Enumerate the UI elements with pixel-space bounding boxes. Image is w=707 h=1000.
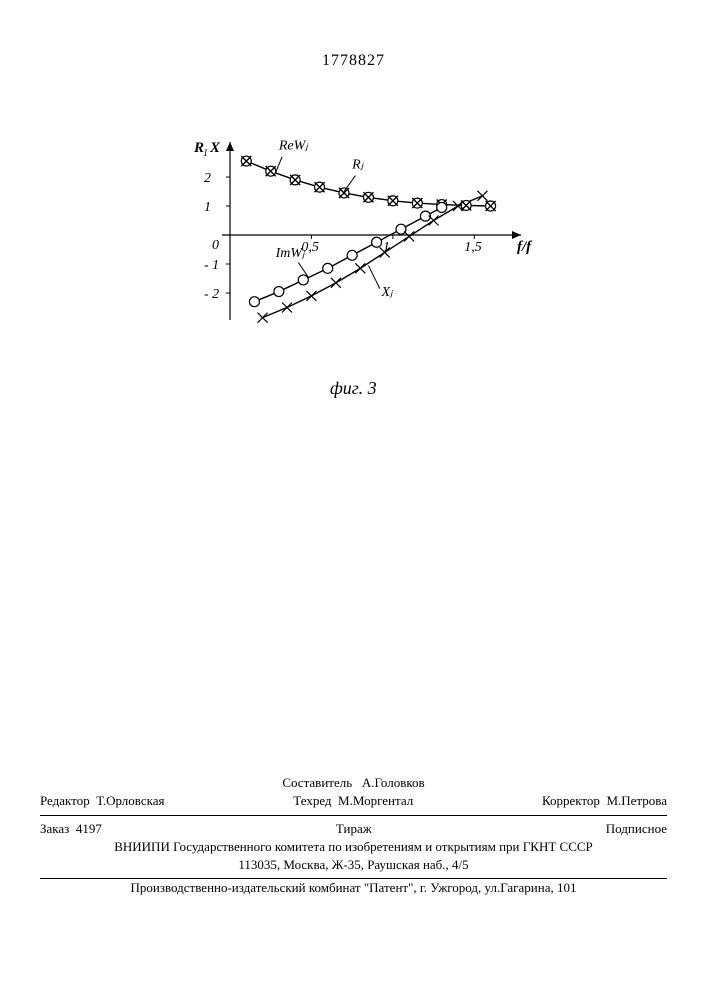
svg-text:- 2: - 2 xyxy=(204,287,219,302)
techred-name: М.Моргентал xyxy=(338,793,413,808)
editor-label: Редактор xyxy=(40,793,90,808)
svg-text:f/f: f/f xyxy=(517,239,533,255)
chart-container: R1Xf/f- 2- 10120,511,5ReWⱼRⱼImWⱼXⱼ xyxy=(175,140,535,380)
svg-text:Xⱼ: Xⱼ xyxy=(380,285,394,300)
subscription-label: Подписное xyxy=(606,821,667,837)
divider-2 xyxy=(40,878,667,879)
corrector-name: М.Петрова xyxy=(606,793,667,808)
figure-caption: фиг. 3 xyxy=(330,378,377,399)
svg-text:0: 0 xyxy=(212,238,219,253)
svg-text:2: 2 xyxy=(204,171,211,186)
techred-label: Техред xyxy=(293,793,331,808)
editor-name: Т.Орловская xyxy=(96,793,164,808)
svg-text:X: X xyxy=(209,140,221,156)
svg-text:1: 1 xyxy=(204,200,211,215)
techred-cell: Техред М.Моргентал xyxy=(293,793,413,809)
order-number: 4197 xyxy=(76,821,102,836)
svg-text:1: 1 xyxy=(203,148,208,159)
compiler-name: А.Головков xyxy=(362,775,425,790)
institution-line-1: ВНИИПИ Государственного комитета по изоб… xyxy=(40,839,667,855)
credits-block: Составитель А.Головков Редактор Т.Орловс… xyxy=(40,775,667,883)
order-row: Заказ 4197 Тираж Подписное xyxy=(40,821,667,837)
printer-line: Производственно-издательский комбинат "П… xyxy=(40,880,667,896)
compiler-label: Составитель xyxy=(282,775,352,790)
page-root: 1778827 R1Xf/f- 2- 10120,511,5ReWⱼRⱼImWⱼ… xyxy=(0,0,707,1000)
svg-text:ReWⱼ: ReWⱼ xyxy=(278,138,309,153)
chart-svg: R1Xf/f- 2- 10120,511,5ReWⱼRⱼImWⱼXⱼ xyxy=(175,140,535,380)
institution-line-2: 113035, Москва, Ж-35, Раушская наб., 4/5 xyxy=(40,857,667,873)
editor-cell: Редактор Т.Орловская xyxy=(40,793,165,809)
document-number: 1778827 xyxy=(0,52,707,70)
svg-text:ImWⱼ: ImWⱼ xyxy=(275,246,306,261)
compiler-line: Составитель А.Головков xyxy=(40,775,667,791)
svg-text:1,5: 1,5 xyxy=(464,240,482,255)
corrector-cell: Корректор М.Петрова xyxy=(542,793,667,809)
tirazh-label: Тираж xyxy=(336,821,372,837)
corrector-label: Корректор xyxy=(542,793,600,808)
divider-1 xyxy=(40,815,667,816)
credits-row: Редактор Т.Орловская Техред М.Моргентал … xyxy=(40,793,667,809)
order-cell: Заказ 4197 xyxy=(40,821,102,837)
order-label: Заказ xyxy=(40,821,69,836)
svg-text:Rⱼ: Rⱼ xyxy=(351,157,365,172)
svg-text:- 1: - 1 xyxy=(204,258,219,273)
